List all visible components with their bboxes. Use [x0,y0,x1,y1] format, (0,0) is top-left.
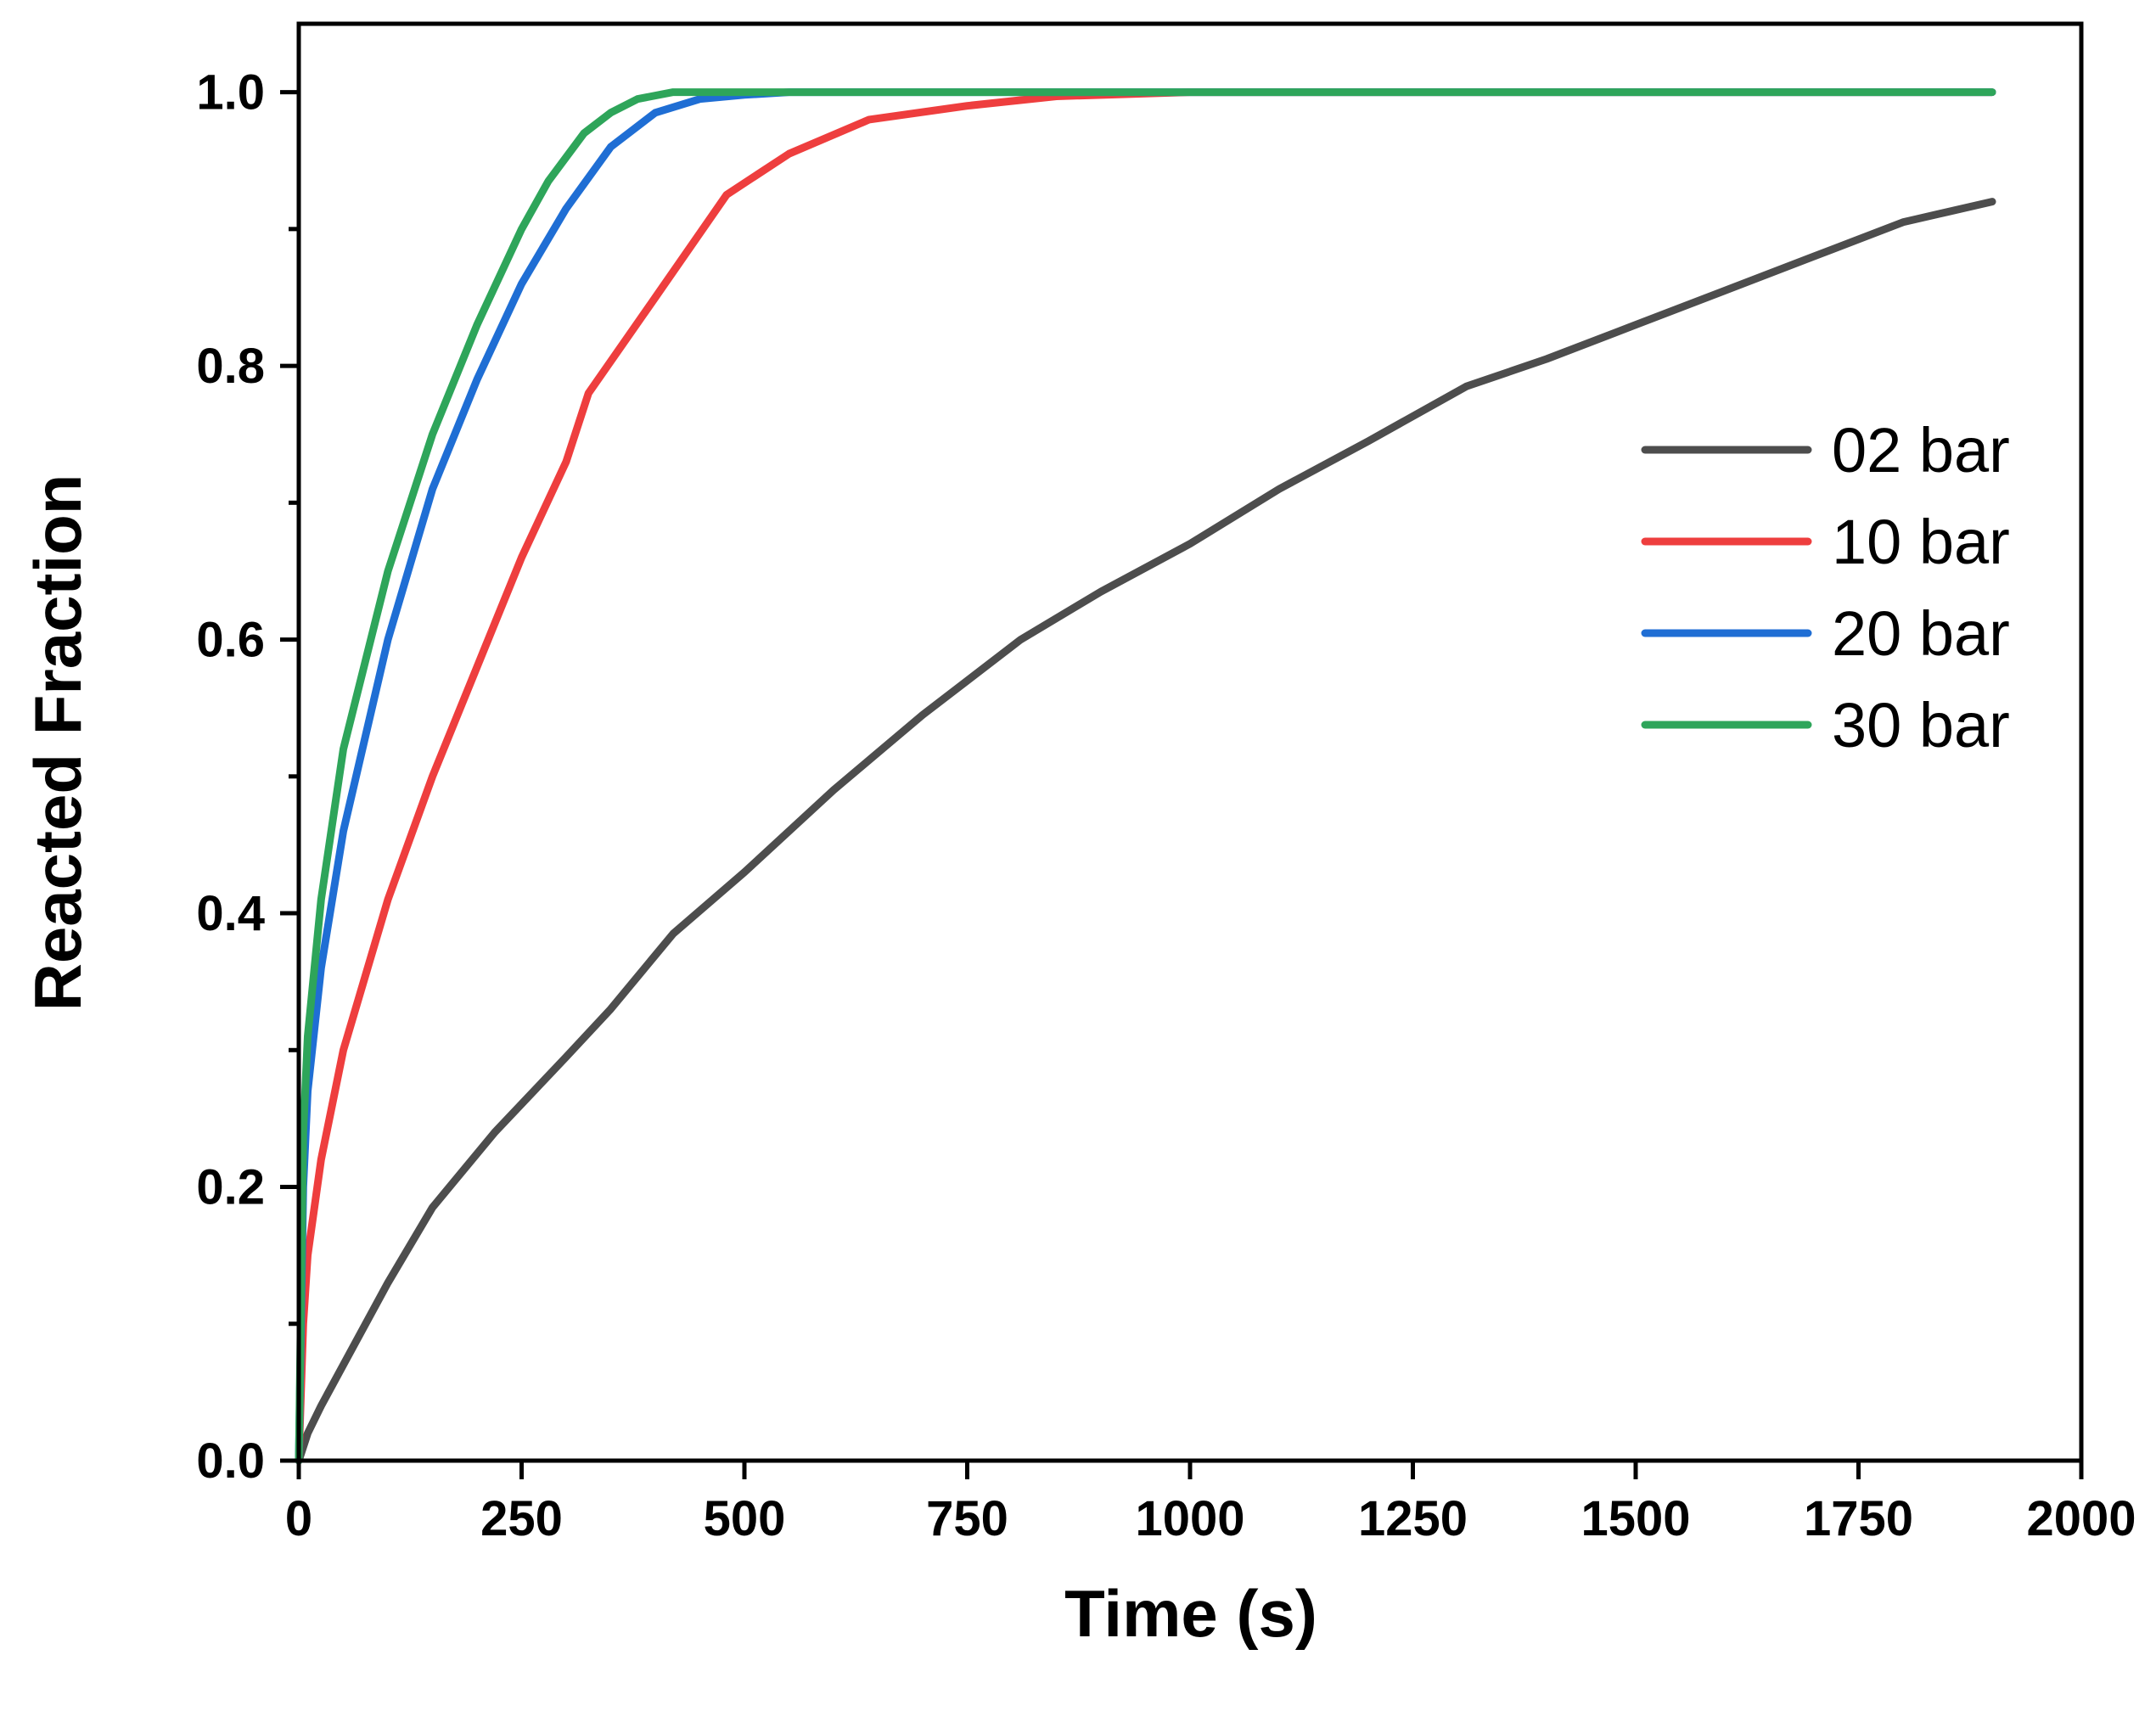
x-tick-label: 0 [285,1491,312,1546]
x-tick-label: 1000 [1135,1491,1244,1546]
y-axis-title: Reacted Fraction [20,474,95,1012]
y-tick-label: 0.4 [196,886,265,941]
x-tick-label: 500 [704,1491,786,1546]
series-line-3 [295,88,1996,1465]
legend-label-1: 10 bar [1832,507,2010,577]
y-axis: 0.0 0.2 0.4 0.6 0.8 1.0 [196,65,299,1489]
legend-label-2: 20 bar [1832,598,2010,669]
plot-frame [296,21,2084,1463]
x-tick-label: 750 [926,1491,1008,1546]
y-tick-label: 0.2 [196,1160,265,1215]
x-tick-label: 2000 [2026,1491,2136,1546]
series-line-0 [295,198,1996,1465]
x-tick-label: 1250 [1358,1491,1468,1546]
x-tick-label: 1750 [1804,1491,1913,1546]
series-line-2 [295,88,1996,1465]
y-tick-label: 0.0 [196,1433,265,1489]
x-tick-label: 1500 [1581,1491,1690,1546]
x-tick-label: 250 [480,1491,563,1546]
x-axis: 0 250 500 750 1000 1250 1500 1750 2000 [285,1461,2136,1546]
y-tick-label: 0.6 [196,613,265,668]
series-line-1 [295,88,1996,1465]
legend-label-3: 30 bar [1832,690,2010,760]
y-tick-label: 1.0 [196,65,265,121]
legend: 02 bar 10 bar 20 bar 30 bar [1641,415,2010,760]
legend-label-0: 02 bar [1832,415,2010,485]
series-layer [295,88,1996,1465]
y-tick-label: 0.8 [196,339,265,394]
x-axis-title: Time (s) [1064,1576,1317,1651]
